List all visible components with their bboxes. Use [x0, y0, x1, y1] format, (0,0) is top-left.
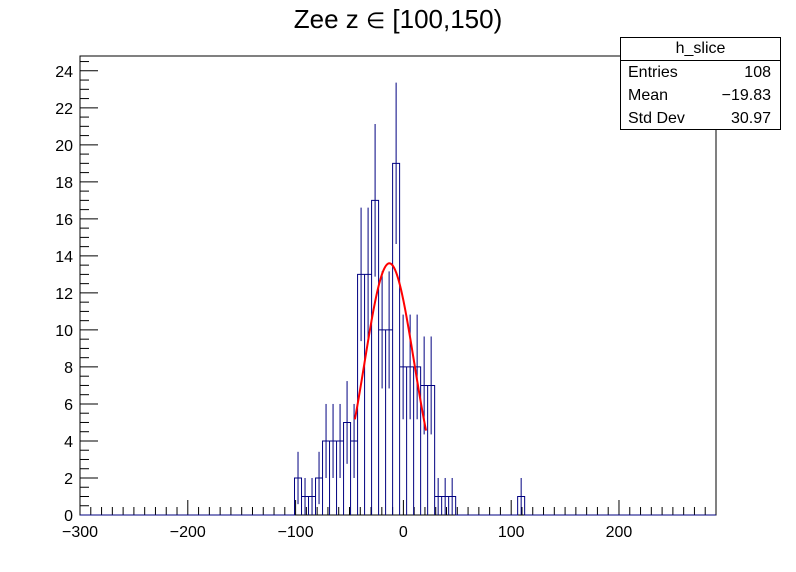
- y-tick-label: 4: [64, 434, 73, 451]
- y-tick-label: 20: [55, 138, 73, 155]
- fit-curve-group: [353, 262, 428, 431]
- y-tick-label: 8: [64, 360, 73, 377]
- stats-value: −19.83: [721, 87, 771, 104]
- y-tick-label: 2: [64, 471, 73, 488]
- plot-frame: [79, 55, 717, 516]
- stats-row-stddev: Std Dev 30.97: [621, 107, 780, 130]
- y-tick-label: 16: [55, 212, 73, 229]
- stats-label: Mean: [628, 87, 669, 104]
- stats-row-entries: Entries 108: [621, 61, 780, 84]
- title-prefix: Zee z: [293, 4, 366, 34]
- stats-value: 108: [744, 64, 771, 81]
- stats-row-mean: Mean −19.83: [621, 84, 780, 107]
- x-tick-label: −100: [278, 524, 314, 541]
- y-tick-label: 18: [55, 175, 73, 192]
- x-tick-label: −300: [62, 524, 98, 541]
- fit-curve: [353, 262, 428, 431]
- x-tick-label: 100: [498, 524, 525, 541]
- x-tick-label: 0: [399, 524, 408, 541]
- stats-box-title: h_slice: [621, 38, 780, 61]
- y-tick-label: 24: [55, 64, 73, 81]
- y-tick-label: 10: [55, 323, 73, 340]
- y-tick-label: 6: [64, 397, 73, 414]
- y-tick-label: 0: [64, 508, 73, 525]
- x-tick-label: −200: [170, 524, 206, 541]
- y-tick-label: 22: [55, 101, 73, 118]
- stats-label: Std Dev: [628, 110, 685, 127]
- plot-border: [79, 55, 717, 516]
- x-axis: −300 −200 −100 0 100 200: [62, 500, 717, 541]
- x-tick-label: 200: [606, 524, 633, 541]
- stats-value: 30.97: [730, 110, 771, 127]
- error-bars: [297, 82, 522, 515]
- histogram-bars: [80, 162, 716, 516]
- y-tick-label: 14: [55, 249, 73, 266]
- element-of-symbol: ∈: [365, 8, 386, 33]
- histogram-outline: [80, 162, 716, 516]
- stats-label: Entries: [628, 64, 678, 81]
- title-suffix: [100,150): [385, 4, 503, 34]
- y-tick-label: 12: [55, 286, 73, 303]
- chart-title: Zee z ∈ [100,150): [0, 4, 796, 35]
- stats-box: h_slice Entries 108 Mean −19.83 Std Dev …: [620, 37, 781, 130]
